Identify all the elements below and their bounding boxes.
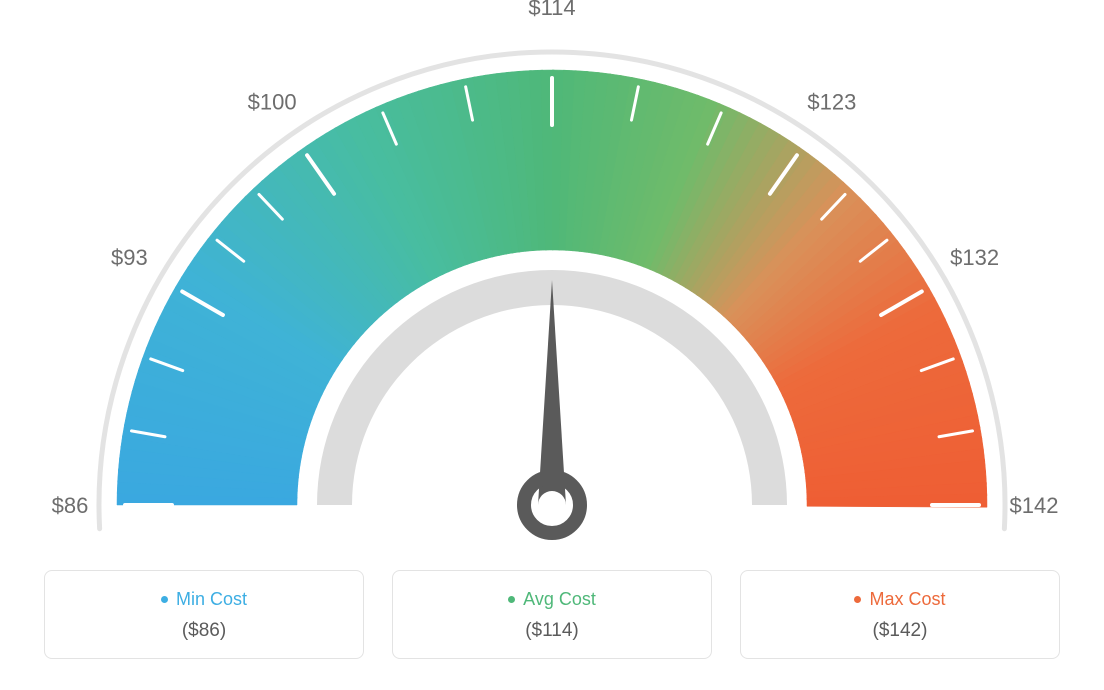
legend-label-avg: Avg Cost (508, 589, 596, 610)
dot-icon (161, 596, 168, 603)
svg-text:$132: $132 (950, 245, 999, 270)
gauge-svg: $86 $93 $100 $114 $123 $132 $142 (0, 0, 1104, 560)
legend-card-min: Min Cost ($86) (44, 570, 364, 659)
dot-icon (854, 596, 861, 603)
dot-icon (508, 596, 515, 603)
legend-label-text: Min Cost (176, 589, 247, 610)
svg-text:$86: $86 (52, 493, 89, 518)
svg-text:$142: $142 (1010, 493, 1059, 518)
legend-value-avg: ($114) (405, 620, 699, 642)
legend-value-max: ($142) (753, 620, 1047, 642)
legend-value-min: ($86) (57, 620, 351, 642)
legend-card-avg: Avg Cost ($114) (392, 570, 712, 659)
svg-text:$114: $114 (528, 0, 575, 20)
svg-text:$100: $100 (248, 89, 297, 114)
legend-label-text: Max Cost (869, 589, 945, 610)
svg-text:$93: $93 (111, 245, 148, 270)
legend-row: Min Cost ($86) Avg Cost ($114) Max Cost … (0, 570, 1104, 659)
gauge-chart: $86 $93 $100 $114 $123 $132 $142 (0, 0, 1104, 560)
svg-text:$123: $123 (807, 89, 856, 114)
legend-card-max: Max Cost ($142) (740, 570, 1060, 659)
legend-label-min: Min Cost (161, 589, 247, 610)
legend-label-text: Avg Cost (523, 589, 596, 610)
legend-label-max: Max Cost (854, 589, 945, 610)
